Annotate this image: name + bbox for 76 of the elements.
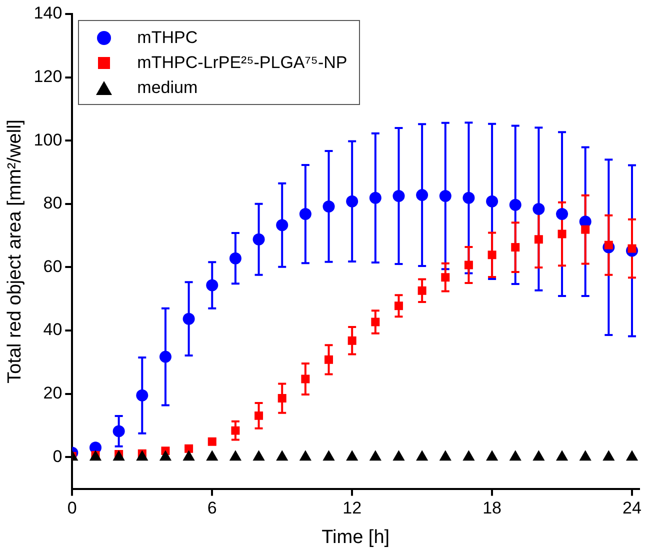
point [532, 202, 545, 215]
point [488, 250, 496, 260]
point [231, 426, 240, 435]
point [556, 208, 568, 220]
x-tick-label: 18 [482, 498, 502, 518]
point [159, 350, 172, 363]
point [371, 318, 380, 326]
point [392, 190, 405, 202]
x-axis-title: Time [h] [322, 526, 390, 548]
point [276, 219, 288, 232]
point [462, 192, 475, 204]
point [301, 374, 310, 384]
point [112, 425, 125, 438]
point [206, 450, 218, 461]
point [579, 450, 592, 461]
point [511, 243, 520, 252]
point [532, 450, 545, 461]
point [229, 450, 242, 461]
point [136, 389, 148, 402]
point [509, 450, 522, 461]
point [252, 233, 265, 246]
point [276, 450, 288, 461]
point [182, 450, 195, 461]
point [324, 355, 333, 364]
x-tick-label: 12 [342, 498, 362, 518]
point [486, 195, 498, 208]
point [556, 450, 568, 461]
point [441, 273, 450, 282]
point [299, 450, 312, 461]
point [322, 450, 335, 461]
point [509, 198, 522, 211]
y-tick-label: 20 [43, 384, 62, 403]
point [439, 450, 452, 461]
point [558, 230, 566, 238]
y-tick-label: 0 [52, 446, 62, 466]
point [534, 235, 543, 244]
y-tick-label: 120 [34, 66, 62, 86]
point [416, 450, 428, 461]
point [392, 450, 405, 461]
point [464, 260, 473, 270]
point [486, 450, 498, 461]
point [159, 450, 172, 461]
y-tick-label: 40 [43, 320, 62, 340]
legend-label: mTHPC [137, 28, 198, 48]
point [136, 450, 148, 461]
point [369, 192, 382, 204]
x-tick-label: 0 [67, 498, 77, 518]
y-tick-label: 60 [43, 256, 62, 276]
y-axis-title: Total red object area [mm²/well] [4, 119, 26, 384]
point [394, 302, 403, 310]
legend-label: medium [137, 78, 198, 98]
point [369, 450, 382, 461]
legend-label: mTHPC-LrPE²⁵-PLGA⁷⁵-NP [137, 52, 348, 72]
point [322, 200, 335, 212]
point [581, 225, 590, 234]
x-tick-label: 6 [207, 498, 217, 518]
point [439, 190, 452, 202]
y-tick-label: 140 [34, 4, 62, 23]
point [348, 336, 356, 345]
y-tick-label: 100 [34, 130, 62, 150]
point [462, 450, 475, 461]
x-tick-label: 24 [622, 498, 642, 518]
point [252, 450, 265, 461]
point [416, 189, 428, 202]
point [602, 450, 615, 461]
point [182, 312, 195, 325]
point [346, 195, 358, 208]
point [346, 450, 358, 461]
point [206, 279, 218, 292]
point [418, 286, 426, 295]
point [626, 450, 638, 461]
point [254, 411, 264, 420]
point [229, 252, 242, 264]
point [299, 208, 312, 220]
y-tick-label: 80 [43, 194, 62, 213]
point [278, 394, 286, 403]
